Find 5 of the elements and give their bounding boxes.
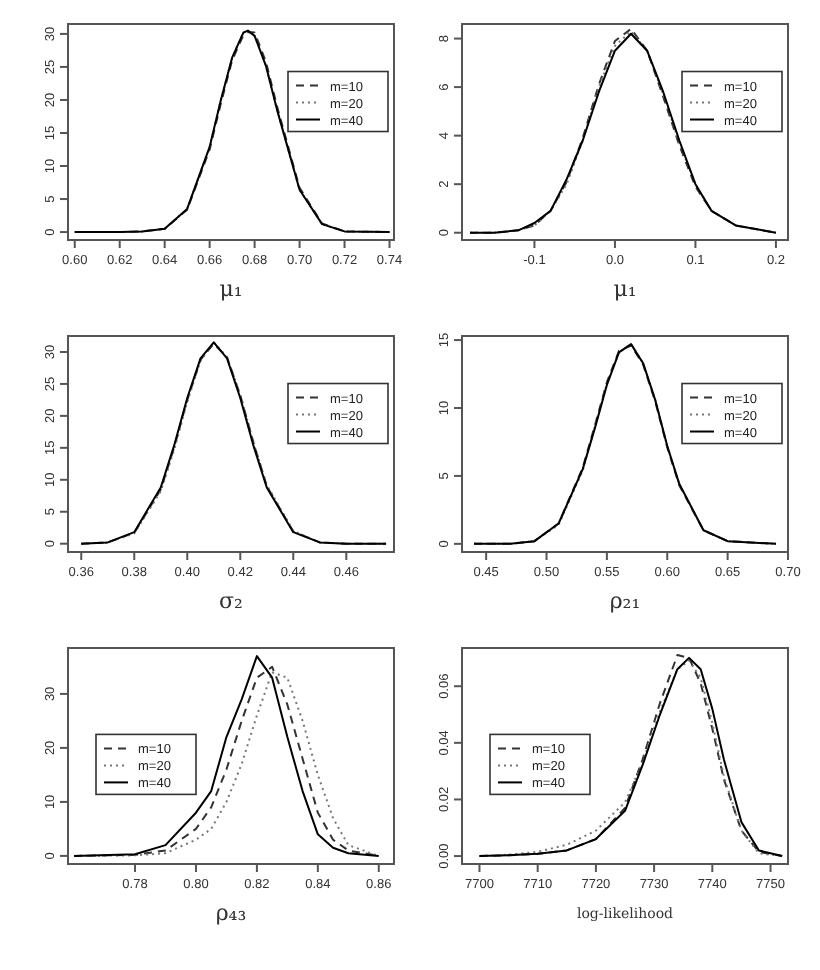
x-axis-title: ρ₂₁ <box>609 588 641 614</box>
x-axis-title: σ₂ <box>219 588 243 614</box>
x-axis-title: μ₁ <box>613 276 637 302</box>
x-axis-title: ρ₄₃ <box>215 900 247 926</box>
x-axis-title: μ₁ <box>219 276 243 302</box>
